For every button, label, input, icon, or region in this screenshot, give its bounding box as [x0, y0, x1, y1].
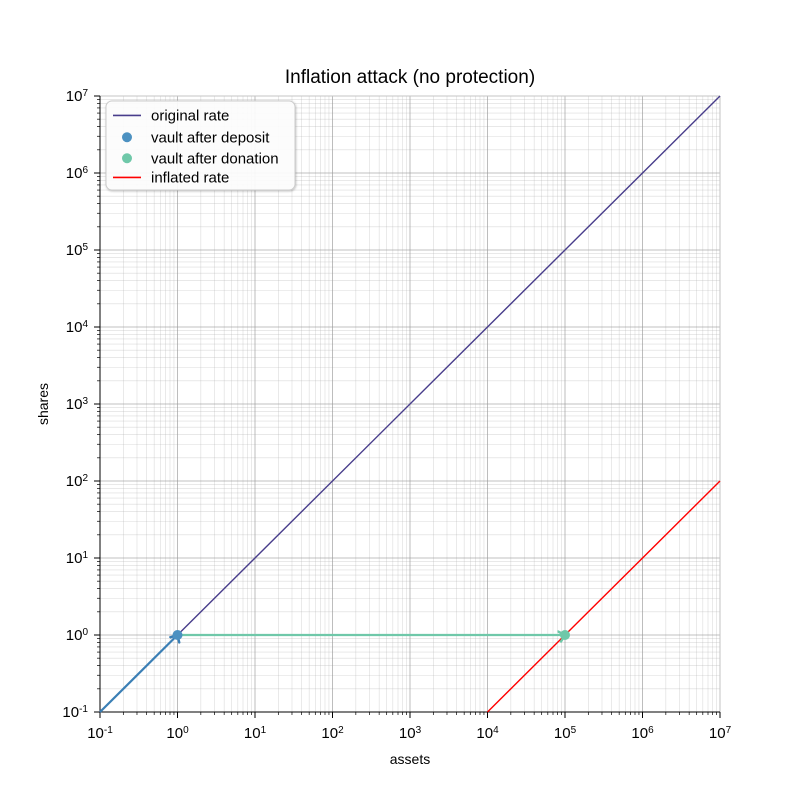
- svg-text:inflated rate: inflated rate: [151, 169, 229, 186]
- svg-text:vault after deposit: vault after deposit: [151, 129, 270, 146]
- svg-text:original rate: original rate: [151, 107, 229, 124]
- svg-text:assets: assets: [390, 751, 430, 767]
- svg-text:vault after donation: vault after donation: [151, 150, 279, 167]
- svg-text:shares: shares: [35, 383, 51, 425]
- svg-text:Inflation attack (no protectio: Inflation attack (no protection): [285, 67, 535, 88]
